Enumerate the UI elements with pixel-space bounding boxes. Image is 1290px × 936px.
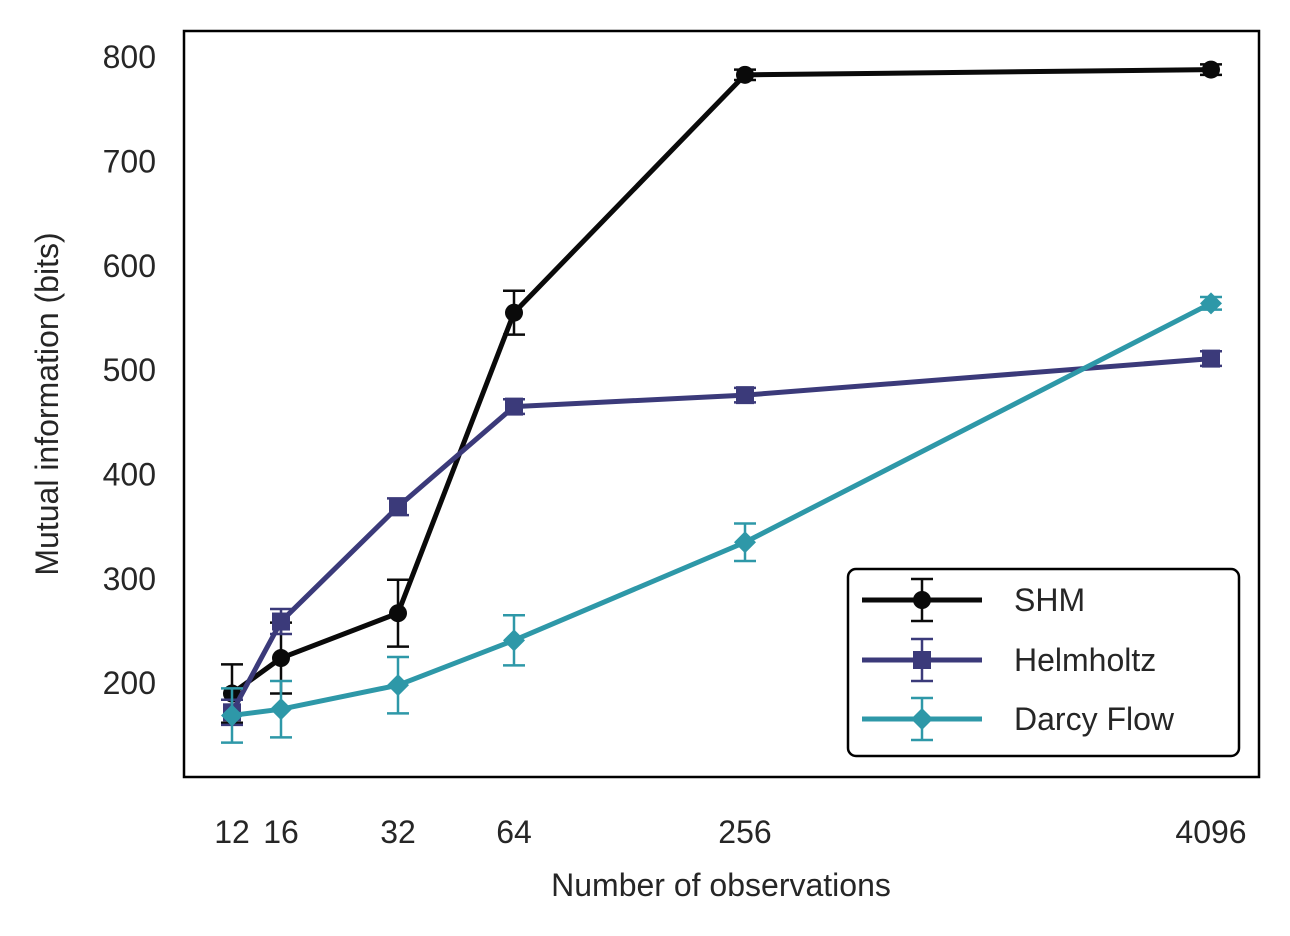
data-point-shm-16 <box>272 649 290 668</box>
legend-entry-helmholtz: Helmholtz <box>862 637 1156 683</box>
data-point-shm-4096 <box>1202 60 1220 79</box>
data-point-darcy-flow-64 <box>503 629 525 652</box>
legend-entries: SHM Helmholtz Darcy Flow <box>862 577 1175 742</box>
legend-marker-shm <box>913 591 931 609</box>
x-axis-label: Number of observations <box>551 867 891 903</box>
y-tick-label-300: 300 <box>103 561 156 597</box>
series-shm <box>221 60 1222 724</box>
data-point-darcy-flow-16 <box>270 698 292 721</box>
data-point-shm-32 <box>389 604 407 623</box>
series-layer <box>221 60 1222 744</box>
legend-label-helmholtz: Helmholtz <box>1014 642 1156 678</box>
x-tick-label-12: 12 <box>214 814 250 850</box>
data-point-shm-64 <box>505 303 523 322</box>
y-tick-label-500: 500 <box>103 352 156 388</box>
legend-label-shm: SHM <box>1014 582 1085 618</box>
data-point-helmholtz-16 <box>272 612 290 631</box>
y-tick-labels: 200 300 400 500 600 700 800 <box>103 39 156 701</box>
series-darcy-flow <box>221 292 1222 744</box>
data-point-darcy-flow-4096 <box>1200 292 1222 315</box>
legend-entry-shm: SHM <box>862 577 1085 623</box>
y-tick-label-200: 200 <box>103 665 156 701</box>
plot-frame <box>182 29 1261 779</box>
legend-marker-helmholtz <box>913 651 931 669</box>
data-point-shm-256 <box>736 65 754 84</box>
data-point-helmholtz-256 <box>736 386 754 405</box>
legend-box <box>846 567 1241 758</box>
data-point-helmholtz-32 <box>389 497 407 516</box>
x-tick-label-4096: 4096 <box>1175 814 1246 850</box>
data-point-helmholtz-4096 <box>1202 349 1220 368</box>
legend-marker-darcy-flow <box>911 708 933 730</box>
x-tick-label-64: 64 <box>496 814 532 850</box>
data-point-darcy-flow-256 <box>734 531 756 554</box>
x-tick-label-256: 256 <box>718 814 771 850</box>
legend-entry-darcy-flow: Darcy Flow <box>862 696 1175 742</box>
series-line-helmholtz <box>229 356 1214 715</box>
legend: SHM Helmholtz Darcy Flow <box>846 567 1241 758</box>
x-tick-label-32: 32 <box>380 814 416 850</box>
data-point-darcy-flow-32 <box>387 674 409 697</box>
y-tick-label-800: 800 <box>103 39 156 75</box>
y-tick-label-400: 400 <box>103 456 156 492</box>
legend-label-darcy-flow: Darcy Flow <box>1014 701 1175 737</box>
x-tick-label-16: 16 <box>263 814 299 850</box>
data-point-helmholtz-64 <box>505 397 523 416</box>
y-tick-label-600: 600 <box>103 248 156 284</box>
x-tick-labels: 12 16 32 64 256 4096 <box>214 814 1246 850</box>
y-axis-label: Mutual information (bits) <box>29 232 65 575</box>
y-tick-label-700: 700 <box>103 143 156 179</box>
data-point-darcy-flow-12 <box>221 704 243 727</box>
series-line-shm <box>229 67 1214 697</box>
